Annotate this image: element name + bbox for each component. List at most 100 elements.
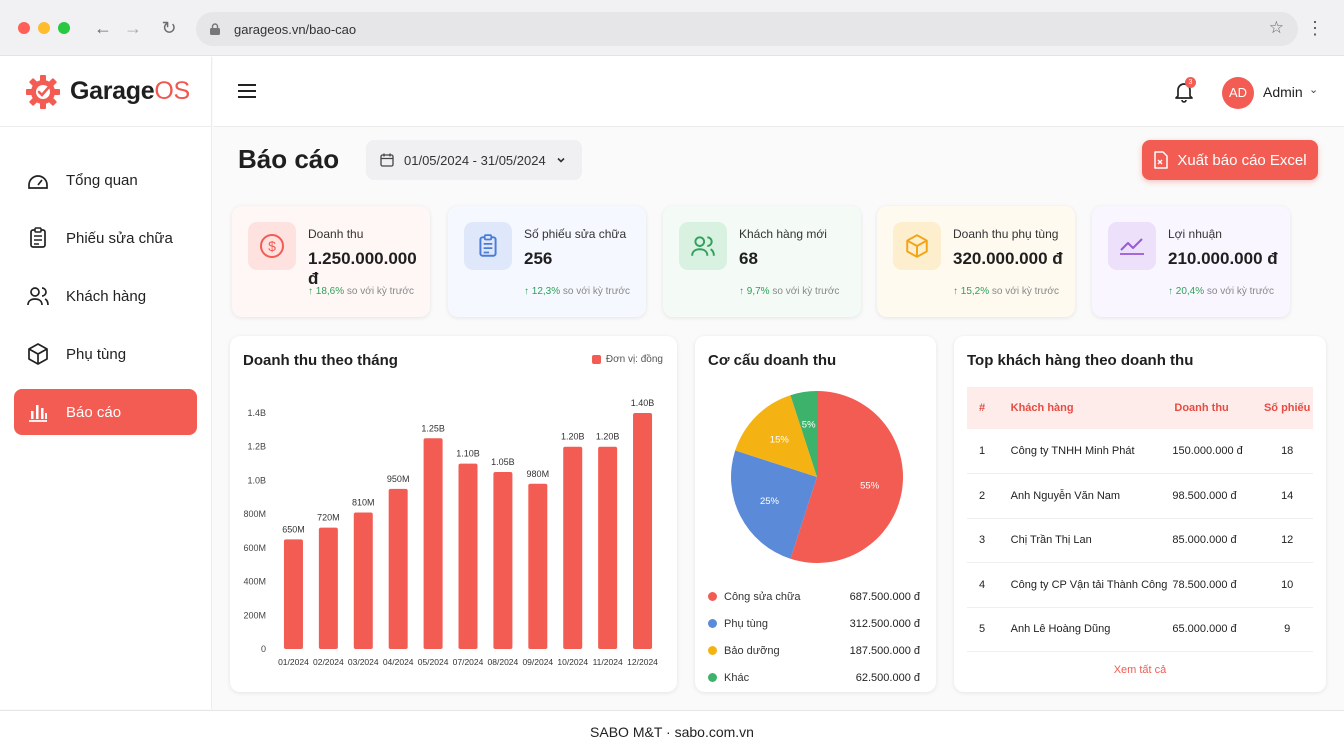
gear-logo-icon (26, 74, 60, 109)
top-customers-panel: Top khách hàng theo doanh thu # Khách hà… (954, 336, 1326, 692)
bar (563, 446, 583, 649)
chevron-down-icon[interactable]: ⌄ (1309, 84, 1319, 96)
pie-legend-item: Khác 62.500.000 đ (708, 664, 920, 691)
cell-tickets: 12 (1261, 518, 1313, 563)
bookmark-star-icon[interactable]: ☆ (1268, 18, 1284, 37)
sidebar-menu: Tổng quan Phiếu sửa chữa Khách hàng Phụ … (0, 127, 211, 435)
kpi-label: Khách hàng mới (739, 227, 827, 241)
sidebar-item-label: Phụ tùng (66, 345, 127, 363)
kpi-value: 256 (524, 249, 553, 268)
app: GarageOS Tổng quan Phiếu sửa chữa Khách … (0, 57, 1344, 752)
x-tick-label: 12/2024 (627, 657, 658, 667)
data-label: 1.10B (456, 449, 480, 459)
address-bar[interactable]: garageos.vn/bao-cao ☆ (196, 12, 1298, 46)
cell-revenue: 98.500.000 đ (1167, 473, 1262, 519)
kpi-value: 1.250.000.000 đ (308, 249, 417, 288)
sidebar-item-tong-quan[interactable]: Tổng quan (14, 157, 197, 203)
kpi-change: ↑ 20,4% so với kỳ trước (1168, 286, 1274, 297)
page-title: Báo cáo (238, 144, 340, 174)
cell-rank: 3 (967, 518, 998, 563)
y-tick-label: 1.0B (247, 475, 266, 485)
kpi-change: ↑ 12,3% so với kỳ trước (524, 286, 630, 297)
legend-label: Công sửa chữa (724, 590, 801, 603)
table-row[interactable]: 4 Công ty CP Vận tải Thành Công 78.500.000… (967, 562, 1313, 608)
file-export-icon (1154, 151, 1169, 169)
bar (318, 527, 338, 649)
legend-dot (708, 673, 717, 682)
legend-dot (708, 592, 717, 601)
notification-badge: 3 (1185, 77, 1196, 88)
table-row[interactable]: 1 Công ty TNHH Minh Phát 150.000.000 đ 18 (967, 429, 1313, 474)
cell-customer: Chị Trần Thị Lan (997, 518, 1168, 563)
pie-legend-item: Công sửa chữa 687.500.000 đ (708, 583, 920, 610)
data-label: 950M (387, 474, 410, 484)
box-icon (893, 222, 941, 270)
sidebar-item-khach-hang[interactable]: Khách hàng (14, 273, 197, 319)
data-label: 650M (282, 524, 305, 534)
x-tick-label: 03/2024 (348, 657, 379, 667)
sidebar-item-label: Khách hàng (66, 287, 147, 305)
column-header-tickets: Số phiếu (1261, 387, 1313, 429)
see-all-link[interactable]: Xem tất cả (1113, 664, 1167, 676)
bar (493, 472, 513, 649)
browser-menu-icon[interactable]: ⋮ (1306, 18, 1324, 38)
pie-legend-item: Phụ tùng 312.500.000 đ (708, 610, 920, 637)
minimize-window-button[interactable] (38, 22, 50, 34)
sidebar-item-label: Báo cáo (66, 403, 122, 421)
y-tick-label: 400M (243, 577, 266, 587)
pie-slice (731, 450, 817, 559)
reload-icon[interactable]: ↻ (161, 18, 177, 38)
main-content: Báo cáo 01/05/2024 - 31/05/2024 Xuất báo… (213, 128, 1344, 710)
column-header-rank: # (967, 387, 998, 429)
table-row[interactable]: 2 Anh Nguyễn Văn Nam 98.500.000 đ 14 (967, 473, 1313, 519)
export-button-label: Xuất báo cáo Excel (1177, 151, 1307, 169)
legend-dot (708, 646, 717, 655)
lock-icon (210, 23, 220, 35)
maximize-window-button[interactable] (58, 22, 70, 34)
data-label: 720M (317, 513, 340, 523)
avatar[interactable]: AD (1222, 77, 1254, 109)
bar (633, 413, 653, 649)
x-tick-label: 09/2024 (522, 657, 553, 667)
sidebar-item-phu-tung[interactable]: Phụ tùng (14, 331, 197, 377)
cell-tickets: 14 (1261, 473, 1313, 519)
user-name[interactable]: Admin (1263, 84, 1303, 100)
data-label: 810M (352, 497, 375, 507)
table-row[interactable]: 3 Chị Trần Thị Lan 85.000.000 đ 12 (967, 518, 1313, 563)
date-range-picker[interactable]: 01/05/2024 - 31/05/2024 (366, 140, 582, 180)
kpi-label: Số phiếu sửa chữa (524, 227, 627, 241)
bar (423, 438, 443, 649)
cell-revenue: 150.000.000 đ (1167, 429, 1262, 474)
y-tick-label: 800M (243, 509, 266, 519)
revenue-structure-panel: Cơ cấu doanh thu 55% 25% 15% 5% Công sửa ch… (695, 336, 936, 692)
revenue-chart-panel: Doanh thu theo tháng Đơn vị: đồng 0 200M 4… (230, 336, 677, 692)
x-tick-label: 07/2024 (453, 657, 484, 667)
data-label: 980M (527, 469, 550, 479)
forward-arrow-icon[interactable]: → (124, 18, 142, 38)
topbar: 3 AD Admin ⌄ (213, 57, 1344, 127)
cell-tickets: 10 (1261, 562, 1313, 608)
x-tick-label: 02/2024 (313, 657, 344, 667)
pie-legend-item: Bảo dưỡng 187.500.000 đ (708, 637, 920, 664)
cell-tickets: 18 (1261, 429, 1313, 474)
export-excel-button[interactable]: Xuất báo cáo Excel (1142, 140, 1318, 180)
users-icon (679, 222, 727, 270)
table-header-row: # Khách hàng Doanh thu Số phiếu (967, 387, 1313, 429)
sidebar-item-phieu-sua-chua[interactable]: Phiếu sửa chữa (14, 215, 197, 261)
logo[interactable]: GarageOS (0, 57, 211, 127)
legend-label: Bảo dưỡng (724, 644, 780, 657)
kpi-card-doanh-thu-phu-tung: Doanh thu phụ tùng 320.000.000 đ ↑ 15,2%… (877, 206, 1075, 317)
cell-customer: Công ty CP Vận tải Thành Công (997, 562, 1168, 608)
y-tick-label: 200M (243, 610, 266, 620)
legend-label: Khác (724, 671, 750, 684)
sidebar-item-bao-cao[interactable]: Báo cáo (14, 389, 197, 435)
hamburger-menu-icon[interactable] (237, 83, 257, 99)
chart-title: Doanh thu theo tháng (243, 352, 398, 369)
close-window-button[interactable] (18, 22, 30, 34)
cell-rank: 4 (967, 562, 998, 608)
slice-label: 25% (760, 496, 780, 507)
column-header-revenue: Doanh thu (1167, 387, 1262, 429)
cell-rank: 2 (967, 473, 998, 519)
back-arrow-icon[interactable]: ← (94, 18, 112, 38)
